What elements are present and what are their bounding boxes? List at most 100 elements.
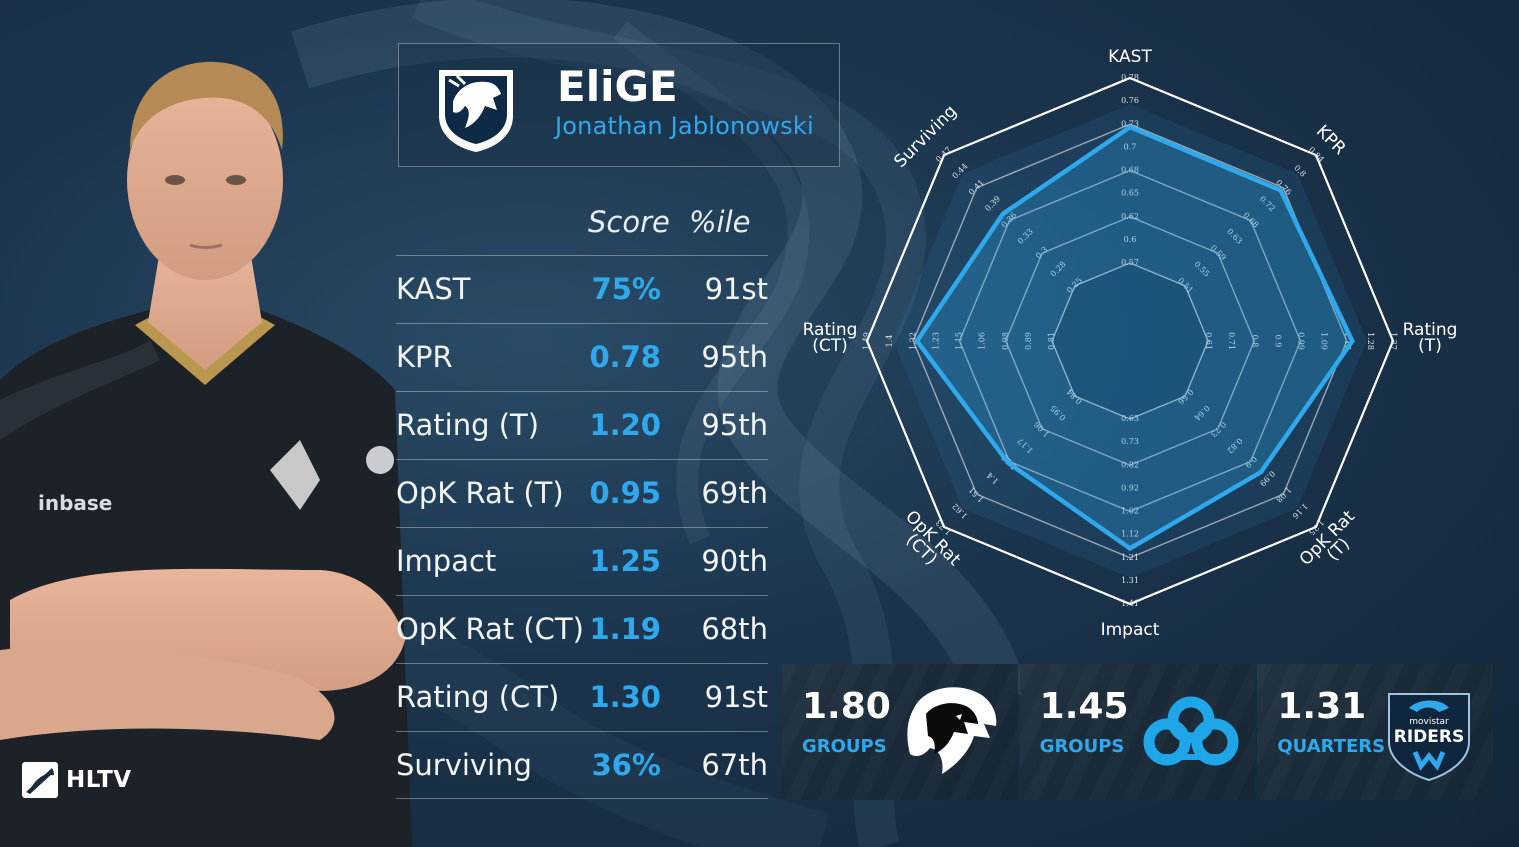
stat-percentile: 68th bbox=[701, 612, 768, 646]
stat-score: 1.30 bbox=[589, 680, 661, 714]
stat-score: 0.95 bbox=[589, 476, 661, 510]
radar-fill-area bbox=[893, 104, 1367, 578]
player-real-name: Jonathan Jablonowski bbox=[555, 112, 814, 140]
stat-percentile: 95th bbox=[701, 408, 768, 442]
table-row: Impact 1.25 90th bbox=[396, 527, 768, 595]
stat-label: Rating (T) bbox=[396, 408, 540, 442]
stat-percentile: 90th bbox=[701, 544, 768, 578]
radar-tick-label: 0.6 bbox=[1124, 235, 1137, 244]
radar-tick-label: 0.68 bbox=[1121, 166, 1139, 175]
radar-tick-label: 0.61 bbox=[1204, 332, 1213, 350]
hltv-mark-icon bbox=[22, 762, 58, 798]
stat-label: Rating (CT) bbox=[396, 680, 560, 714]
cloud9-icon bbox=[1143, 696, 1239, 766]
player-photo: inbase bbox=[0, 61, 412, 847]
table-row: KPR 0.78 95th bbox=[396, 323, 768, 391]
radar-ring bbox=[958, 169, 1302, 513]
event-rating: 1.31 bbox=[1277, 686, 1367, 727]
stat-percentile: 69th bbox=[701, 476, 768, 510]
stat-percentile: 67th bbox=[701, 748, 768, 782]
radar-axis-label: Rating (CT) bbox=[803, 320, 858, 356]
stat-label: KAST bbox=[396, 272, 471, 306]
radar-chart: 0.570.60.620.650.680.70.730.760.780.510.… bbox=[803, 47, 1458, 640]
radar-tick-label: 0.89 bbox=[1024, 332, 1033, 350]
radar-tick-label: 0.78 bbox=[1121, 73, 1139, 82]
table-row: Rating (CT) 1.30 91st bbox=[396, 663, 768, 731]
player-header: EliGE Jonathan Jablonowski bbox=[398, 43, 840, 167]
team-liquid-horse-icon bbox=[439, 70, 513, 152]
radar-tick-label: 0.73 bbox=[1121, 437, 1139, 446]
radar-tick-label: 0.84 bbox=[1307, 145, 1326, 164]
movistar-riders-icon: movistar RIDERS bbox=[1388, 693, 1471, 782]
radar-tick-label: 1.06 bbox=[978, 332, 987, 350]
jersey-sponsor-text: inbase bbox=[38, 491, 112, 515]
furia-panther-icon bbox=[907, 687, 996, 774]
radar-tick-label: 0.99 bbox=[1297, 332, 1306, 350]
hltv-logo[interactable]: HLTV bbox=[22, 762, 132, 798]
stat-percentile: 91st bbox=[704, 680, 768, 714]
stat-label: Surviving bbox=[396, 748, 532, 782]
table-row: Surviving 36% 67th bbox=[396, 731, 768, 799]
radar-tick-label: 0.62 bbox=[1121, 212, 1139, 221]
event-card[interactable]: 1.80 GROUPS bbox=[782, 664, 1018, 800]
radar-tick-label: 0.71 bbox=[1227, 332, 1236, 350]
table-row: KAST 75% 91st bbox=[396, 255, 768, 323]
radar-tick-label: 0.92 bbox=[1121, 483, 1139, 492]
event-stage: QUARTERS bbox=[1277, 736, 1386, 757]
event-rating: 1.80 bbox=[802, 686, 891, 727]
radar-value-polygon bbox=[914, 124, 1355, 552]
radar-tick-label: 0.98 bbox=[1001, 332, 1010, 350]
radar-tick-label: 0.82 bbox=[1121, 460, 1139, 469]
radar-tick-label: 0.9 bbox=[1273, 335, 1282, 348]
event-stage: GROUPS bbox=[1039, 736, 1125, 757]
radar-tick-label: 1.15 bbox=[955, 332, 964, 350]
radar-ring bbox=[1051, 262, 1209, 420]
radar-tick-label: 0.47 bbox=[934, 145, 953, 164]
stat-percentile: 95th bbox=[701, 340, 768, 374]
stat-score: 75% bbox=[591, 272, 661, 306]
radar-tick-label: 0.81 bbox=[1047, 332, 1056, 350]
radar-tick-label: 0.7 bbox=[1124, 142, 1137, 151]
radar-axis-label: Rating (T) bbox=[1403, 320, 1458, 356]
radar-tick-label: 1.02 bbox=[1121, 507, 1139, 516]
stat-label: KPR bbox=[396, 340, 453, 374]
radar-tick-label: 1.23 bbox=[931, 332, 940, 350]
stat-score: 1.19 bbox=[589, 612, 661, 646]
radar-axis-label: OpK Rat(T) bbox=[1296, 506, 1371, 581]
radar-axis-label: OpK Rat(CT) bbox=[890, 507, 965, 582]
radar-tick-label: 0.65 bbox=[1121, 189, 1139, 198]
stat-percentile: 91st bbox=[704, 272, 768, 306]
radar-tick-label: 0.76 bbox=[1121, 96, 1139, 105]
radar-tick-label: 1.12 bbox=[1121, 530, 1139, 539]
radar-tick-label: 0.57 bbox=[1121, 258, 1139, 267]
event-card[interactable]: 1.45 GROUPS bbox=[1019, 664, 1256, 800]
radar-tick-label: 1.28 bbox=[1366, 332, 1375, 350]
radar-tick-label: 1.37 bbox=[1389, 332, 1398, 350]
radar-tick-label: 0.8 bbox=[1250, 335, 1259, 348]
radar-tick-label: 1.21 bbox=[1121, 553, 1139, 562]
event-card[interactable]: 1.31 QUARTERS movistar RIDERS bbox=[1257, 664, 1494, 800]
table-row: Rating (T) 1.20 95th bbox=[396, 391, 768, 459]
stat-label: OpK Rat (CT) bbox=[396, 612, 584, 646]
event-rating: 1.45 bbox=[1039, 686, 1129, 727]
movistar-label: movistar bbox=[1409, 717, 1449, 727]
radar-tick-label: 1.49 bbox=[862, 332, 871, 350]
stat-label: OpK Rat (T) bbox=[396, 476, 564, 510]
radar-axis-label: Surviving bbox=[890, 101, 960, 171]
radar-axis-label: Impact bbox=[1101, 620, 1160, 640]
radar-tick-label: 0.73 bbox=[1121, 119, 1139, 128]
score-column-header: Score bbox=[588, 205, 670, 239]
radar-tick-label: 0.63 bbox=[1121, 414, 1139, 423]
radar-tick-label: 1.31 bbox=[1121, 576, 1139, 585]
stat-score: 0.78 bbox=[589, 340, 661, 374]
player-nickname: EliGE bbox=[557, 62, 678, 111]
stat-score: 36% bbox=[591, 748, 661, 782]
radar-ring bbox=[865, 76, 1395, 606]
radar-tick-label: 1.18 bbox=[1343, 332, 1352, 350]
radar-axis-label: KAST bbox=[1108, 47, 1152, 67]
radar-tick-label: 1.4 bbox=[885, 335, 894, 348]
table-row: OpK Rat (CT) 1.19 68th bbox=[396, 595, 768, 663]
radar-tick-label: 1.41 bbox=[1121, 599, 1139, 608]
riders-label: RIDERS bbox=[1394, 727, 1464, 747]
hltv-wordmark: HLTV bbox=[66, 767, 132, 793]
